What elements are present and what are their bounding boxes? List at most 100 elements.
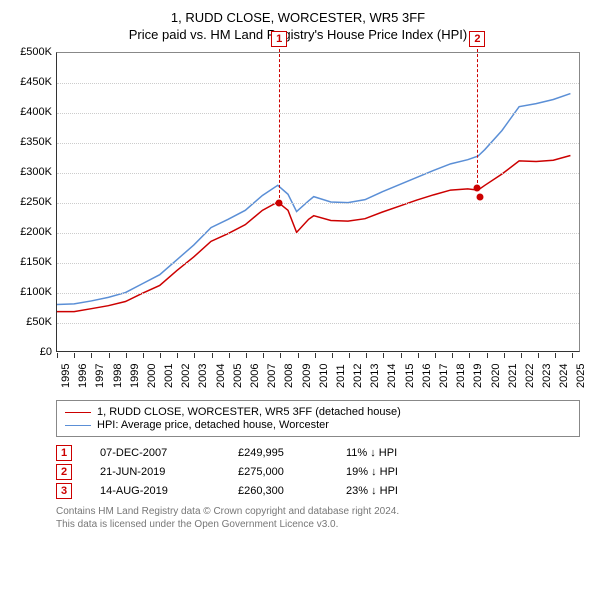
y-axis-label: £50K	[8, 316, 52, 328]
sale-marker-label: 2	[469, 31, 485, 47]
x-axis-label: 2003	[197, 364, 209, 388]
y-axis-label: £400K	[8, 106, 52, 118]
x-axis-label: 2010	[318, 364, 330, 388]
x-tick	[160, 353, 161, 358]
sale-num: 2	[56, 464, 72, 480]
x-tick	[435, 353, 436, 358]
sale-delta: 11% ↓ HPI	[346, 447, 426, 459]
sale-row: 1 07-DEC-2007 £249,995 11% ↓ HPI	[56, 445, 580, 461]
sale-delta: 19% ↓ HPI	[346, 466, 426, 478]
legend-item: 1, RUDD CLOSE, WORCESTER, WR5 3FF (detac…	[65, 406, 571, 418]
x-axis-label: 2007	[266, 364, 278, 388]
chart-title: 1, RUDD CLOSE, WORCESTER, WR5 3FF	[8, 10, 588, 25]
x-axis-label: 2009	[301, 364, 313, 388]
chart-subtitle: Price paid vs. HM Land Registry's House …	[8, 27, 588, 42]
sale-marker-line	[279, 49, 280, 203]
sale-price: £249,995	[238, 447, 318, 459]
x-axis-label: 1997	[94, 364, 106, 388]
y-axis-label: £450K	[8, 76, 52, 88]
sale-dot	[474, 185, 481, 192]
sales-table: 1 07-DEC-2007 £249,995 11% ↓ HPI 2 21-JUN-201…	[56, 445, 580, 499]
x-axis-label: 2017	[438, 364, 450, 388]
x-axis-label: 2022	[524, 364, 536, 388]
x-tick	[349, 353, 350, 358]
x-tick	[366, 353, 367, 358]
x-tick	[246, 353, 247, 358]
x-axis-label: 1995	[60, 364, 72, 388]
x-tick	[504, 353, 505, 358]
x-tick	[143, 353, 144, 358]
legend-item: HPI: Average price, detached house, Worc…	[65, 419, 571, 431]
x-axis-label: 2004	[215, 364, 227, 388]
x-axis-label: 2001	[163, 364, 175, 388]
sale-price: £260,300	[238, 485, 318, 497]
x-tick	[572, 353, 573, 358]
x-tick	[194, 353, 195, 358]
x-axis-label: 2005	[232, 364, 244, 388]
chart-container: 1, RUDD CLOSE, WORCESTER, WR5 3FF Price …	[0, 0, 600, 539]
sale-marker-label: 1	[271, 31, 287, 47]
footnote-line-1: Contains HM Land Registry data © Crown c…	[56, 505, 580, 518]
sale-date: 07-DEC-2007	[100, 447, 210, 459]
x-axis-label: 1998	[112, 364, 124, 388]
x-axis-label: 2006	[249, 364, 261, 388]
sale-date: 21-JUN-2019	[100, 466, 210, 478]
y-axis-label: £0	[8, 346, 52, 358]
x-tick	[538, 353, 539, 358]
gridline	[57, 263, 579, 264]
gridline	[57, 113, 579, 114]
x-tick	[74, 353, 75, 358]
legend-label: HPI: Average price, detached house, Worc…	[97, 419, 329, 431]
x-axis-label: 2016	[421, 364, 433, 388]
x-axis-label: 2002	[180, 364, 192, 388]
x-axis-label: 2000	[146, 364, 158, 388]
x-tick	[452, 353, 453, 358]
sale-num: 3	[56, 483, 72, 499]
gridline	[57, 83, 579, 84]
x-axis-label: 2021	[507, 364, 519, 388]
x-axis-label: 2018	[455, 364, 467, 388]
x-tick	[418, 353, 419, 358]
x-axis-label: 2015	[404, 364, 416, 388]
gridline	[57, 293, 579, 294]
x-tick	[521, 353, 522, 358]
x-tick	[109, 353, 110, 358]
footnote: Contains HM Land Registry data © Crown c…	[56, 505, 580, 531]
gridline	[57, 143, 579, 144]
y-axis-label: £300K	[8, 166, 52, 178]
sale-dot	[276, 200, 283, 207]
x-tick	[469, 353, 470, 358]
y-axis-label: £350K	[8, 136, 52, 148]
chart-svg	[57, 53, 579, 351]
gridline	[57, 233, 579, 234]
x-tick	[315, 353, 316, 358]
legend: 1, RUDD CLOSE, WORCESTER, WR5 3FF (detac…	[56, 400, 580, 437]
sale-marker-line	[477, 49, 478, 188]
x-axis-label: 1999	[129, 364, 141, 388]
x-axis-label: 2012	[352, 364, 364, 388]
x-tick	[57, 353, 58, 358]
sale-dot	[476, 193, 483, 200]
sale-date: 14-AUG-2019	[100, 485, 210, 497]
x-axis-label: 2023	[541, 364, 553, 388]
chart-area: 12 £0£50K£100K£150K£200K£250K£300K£350K£…	[8, 52, 588, 392]
x-tick	[298, 353, 299, 358]
sale-row: 2 21-JUN-2019 £275,000 19% ↓ HPI	[56, 464, 580, 480]
plot-area: 12	[56, 52, 580, 352]
x-axis-label: 1996	[77, 364, 89, 388]
x-tick	[555, 353, 556, 358]
x-axis-label: 2008	[283, 364, 295, 388]
x-axis-label: 2014	[386, 364, 398, 388]
x-axis-label: 2025	[575, 364, 587, 388]
footnote-line-2: This data is licensed under the Open Gov…	[56, 518, 580, 531]
x-tick	[263, 353, 264, 358]
x-tick	[332, 353, 333, 358]
x-tick	[280, 353, 281, 358]
x-axis-label: 2019	[472, 364, 484, 388]
x-tick	[487, 353, 488, 358]
x-tick	[383, 353, 384, 358]
y-axis-label: £200K	[8, 226, 52, 238]
x-tick	[126, 353, 127, 358]
sale-num: 1	[56, 445, 72, 461]
sale-price: £275,000	[238, 466, 318, 478]
